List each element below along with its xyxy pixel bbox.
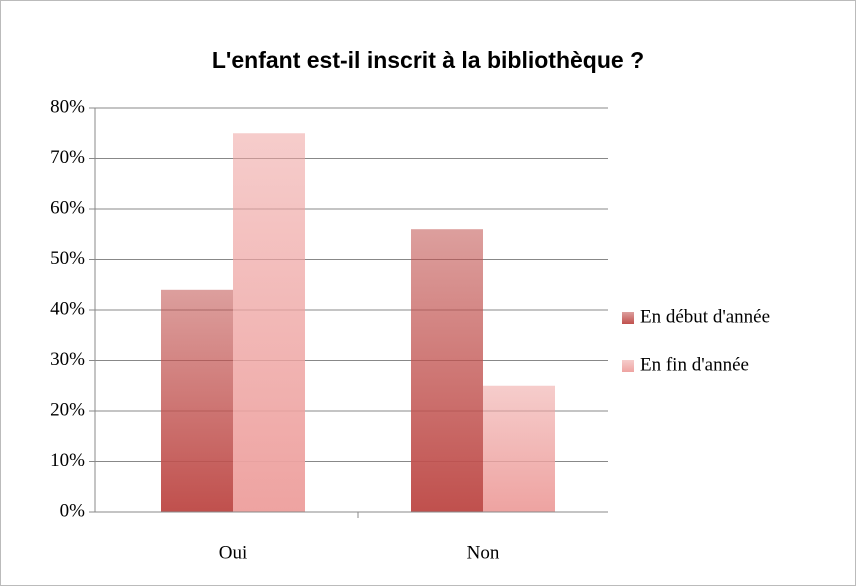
y-tick-label: 70% [50,147,85,168]
bar [161,289,233,512]
legend-label: En fin d'année [640,354,749,375]
y-tick-label: 80% [50,96,85,117]
y-tick-label: 0% [60,500,86,521]
legend-swatch [622,312,634,324]
legend-label: En début d'année [640,306,770,327]
bar [483,385,555,512]
bar [411,229,483,512]
y-tick-label: 40% [50,298,85,319]
chart-title: L'enfant est-il inscrit à la bibliothèqu… [212,47,644,73]
legend-swatch [622,360,634,372]
x-tick-label: Non [467,542,500,563]
y-tick-label: 10% [50,450,85,471]
bar [233,133,305,512]
x-tick-label: Oui [219,542,248,563]
y-tick-label: 20% [50,399,85,420]
y-tick-label: 30% [50,349,85,370]
y-tick-label: 50% [50,248,85,269]
y-tick-label: 60% [50,197,85,218]
